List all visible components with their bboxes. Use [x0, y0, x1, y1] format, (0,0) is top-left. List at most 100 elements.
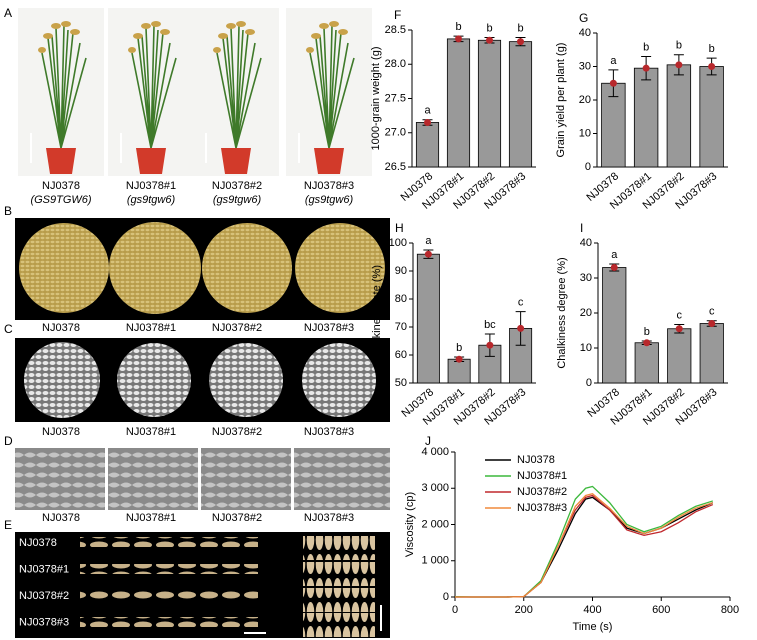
significance-letter: b	[676, 40, 682, 52]
y-tick-label: 26.5	[385, 161, 406, 173]
significance-letter: b	[643, 41, 649, 53]
y-tick-label: 10	[580, 342, 592, 354]
panel-letter: G	[579, 11, 588, 25]
photo-label: NJ0378#1	[126, 512, 176, 524]
bar	[666, 64, 692, 168]
y-tick-label: 80	[395, 293, 407, 305]
y-tick-label: 50	[395, 377, 407, 389]
row-label: NJ0378	[19, 537, 57, 549]
bar	[633, 67, 659, 168]
series-line	[455, 496, 714, 598]
mean-point	[424, 250, 432, 258]
significance-letter: c	[709, 306, 715, 318]
mean-point	[486, 341, 494, 349]
x-tick-label: 200	[515, 604, 533, 616]
panel-letter: J	[425, 434, 431, 448]
significance-letter: b	[455, 21, 461, 33]
photo-label: NJ0378#3	[304, 180, 354, 192]
photo-label: NJ0378	[42, 322, 80, 334]
genotype-label: (GS9TGW6)	[30, 194, 91, 206]
y-tick-label: 60	[395, 349, 407, 361]
mean-point	[424, 118, 431, 126]
y-tick-label: 27.5	[385, 92, 406, 104]
significance-letter: a	[425, 235, 432, 247]
row-label: NJ0378#3	[19, 616, 69, 628]
significance-letter: bc	[484, 319, 496, 331]
x-tick-label: 0	[452, 604, 458, 616]
photo-label: NJ0378	[42, 512, 80, 524]
bar	[415, 122, 440, 168]
row-label: NJ0378#2	[19, 590, 69, 602]
y-tick-label: 20	[579, 94, 591, 106]
mean-point	[675, 61, 683, 69]
mean-point	[609, 79, 617, 87]
significance-letter: a	[611, 249, 618, 261]
mean-point	[708, 63, 716, 70]
legend-label: NJ0378#3	[517, 502, 567, 514]
bar	[446, 38, 471, 168]
photo-label: NJ0378#1	[126, 322, 176, 334]
panel-letter: B	[4, 204, 12, 218]
legend-label: NJ0378	[517, 454, 555, 466]
panel-letter: D	[4, 434, 13, 448]
mean-point	[486, 36, 493, 44]
y-tick-label: 28.0	[385, 58, 406, 70]
y-tick-label: 0	[443, 591, 449, 603]
y-tick-label: 90	[395, 265, 407, 277]
mean-point	[675, 325, 683, 333]
mean-point	[517, 324, 525, 332]
bar	[634, 342, 659, 384]
mean-point	[455, 355, 463, 363]
y-tick-label: 20	[580, 307, 592, 319]
x-tick-label: 400	[583, 604, 601, 616]
panel-letter: A	[4, 6, 12, 20]
panel-letter: C	[4, 322, 13, 336]
significance-letter: b	[456, 342, 462, 354]
bar	[699, 323, 724, 384]
photo-label: NJ0378#2	[212, 322, 262, 334]
y-tick-label: 40	[579, 27, 591, 39]
x-tick-label: 600	[652, 604, 670, 616]
x-tick-label: 800	[721, 604, 739, 616]
genotype-label: (gs9tgw6)	[127, 194, 176, 206]
y-tick-label: 30	[580, 272, 592, 284]
y-tick-label: 0	[586, 377, 592, 389]
genotype-label: (gs9tgw6)	[213, 194, 262, 206]
bar	[416, 253, 440, 384]
photo-label: NJ0378#1	[126, 426, 176, 438]
panel-letter: F	[394, 8, 401, 22]
y-tick-label: 27.0	[385, 127, 406, 139]
mean-point	[708, 320, 716, 327]
significance-letter: a	[424, 105, 431, 117]
y-tick-label: 3 000	[421, 482, 449, 494]
y-tick-label: 70	[395, 321, 407, 333]
row-label: NJ0378#1	[19, 563, 69, 575]
y-tick-label: 30	[579, 60, 591, 72]
y-axis-label: 1000-grain weight (g)	[370, 47, 382, 151]
y-axis-label: Chalkiness degree (%)	[556, 257, 568, 368]
significance-letter: b	[644, 326, 650, 338]
bar	[667, 328, 692, 384]
y-tick-label: 0	[585, 161, 591, 173]
y-tick-label: 28.5	[385, 24, 406, 36]
panel-a	[18, 8, 372, 176]
mean-point	[517, 38, 524, 46]
photo-label: NJ0378#3	[304, 512, 354, 524]
panel-letter: E	[4, 518, 12, 532]
mean-point	[642, 64, 650, 72]
y-tick-label: 4 000	[421, 446, 449, 458]
series-line	[455, 492, 714, 598]
significance-letter: a	[610, 55, 617, 67]
y-tick-label: 10	[579, 127, 591, 139]
bar	[508, 41, 533, 168]
photo-label: NJ0378	[42, 426, 80, 438]
panel-letter: I	[580, 221, 583, 235]
y-axis-label: Chalkiness rate (%)	[371, 265, 383, 361]
photo-label: NJ0378#3	[304, 426, 354, 438]
x-axis-label: Time (s)	[573, 621, 613, 633]
significance-letter: b	[486, 22, 492, 34]
photo-label: NJ0378	[42, 180, 80, 192]
y-axis-label: Viscosity (cp)	[404, 492, 416, 557]
mean-point	[455, 35, 462, 43]
